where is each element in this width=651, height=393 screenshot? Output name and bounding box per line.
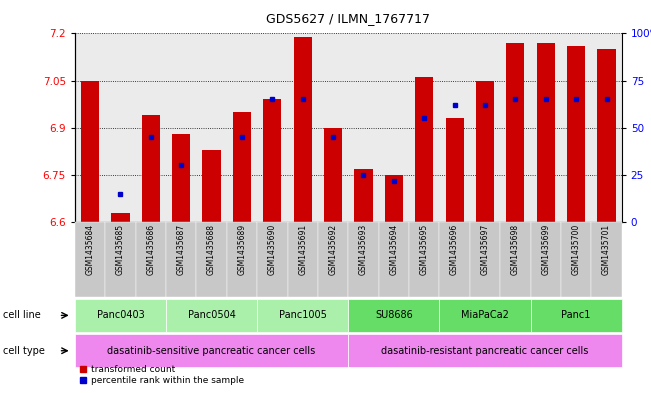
Text: GSM1435694: GSM1435694 [389,224,398,275]
Text: GSM1435691: GSM1435691 [298,224,307,275]
Bar [598,49,616,222]
Text: GSM1435690: GSM1435690 [268,224,277,275]
Bar [379,33,409,222]
Bar [105,33,135,222]
Text: GSM1435686: GSM1435686 [146,224,156,275]
Bar [135,33,166,222]
Text: GSM1435688: GSM1435688 [207,224,216,275]
Bar [172,134,190,222]
Bar [354,169,372,222]
Text: GSM1435692: GSM1435692 [329,224,338,275]
Bar [409,33,439,222]
Bar [294,37,312,222]
Bar [470,33,500,222]
Bar [439,33,470,222]
Bar [233,112,251,222]
Text: dasatinib-resistant pancreatic cancer cells: dasatinib-resistant pancreatic cancer ce… [381,346,589,356]
Bar [197,33,227,222]
Text: GSM1435701: GSM1435701 [602,224,611,275]
Text: Panc0403: Panc0403 [96,310,145,320]
Text: GSM1435696: GSM1435696 [450,224,459,275]
Text: cell type: cell type [3,346,45,356]
Text: GSM1435684: GSM1435684 [85,224,94,275]
Text: GDS5627 / ILMN_1767717: GDS5627 / ILMN_1767717 [266,12,430,25]
Text: Panc1005: Panc1005 [279,310,327,320]
Text: GSM1435693: GSM1435693 [359,224,368,275]
Bar [288,33,318,222]
Text: GSM1435695: GSM1435695 [420,224,429,275]
Bar [75,33,105,222]
Text: SU8686: SU8686 [375,310,413,320]
Text: Panc1: Panc1 [561,310,591,320]
Bar [591,33,622,222]
Text: GSM1435700: GSM1435700 [572,224,581,275]
Bar [385,175,403,222]
Bar [561,33,591,222]
Text: MiaPaCa2: MiaPaCa2 [461,310,509,320]
Bar [202,150,221,222]
Bar [531,33,561,222]
Bar [445,118,464,222]
Bar [476,81,494,222]
Bar [81,81,99,222]
Text: GSM1435697: GSM1435697 [480,224,490,275]
Bar [111,213,130,222]
Text: dasatinib-sensitive pancreatic cancer cells: dasatinib-sensitive pancreatic cancer ce… [107,346,316,356]
Text: GSM1435698: GSM1435698 [511,224,520,275]
Bar [500,33,531,222]
Bar [536,43,555,222]
Bar [142,115,160,222]
Bar [567,46,585,222]
Bar [506,43,525,222]
Bar [348,33,379,222]
Bar [318,33,348,222]
Bar [324,128,342,222]
Bar [415,77,434,222]
Text: GSM1435687: GSM1435687 [176,224,186,275]
Bar [166,33,197,222]
Text: GSM1435689: GSM1435689 [238,224,247,275]
Bar [257,33,288,222]
Bar [227,33,257,222]
Text: GSM1435685: GSM1435685 [116,224,125,275]
Legend: transformed count, percentile rank within the sample: transformed count, percentile rank withi… [76,362,247,389]
Text: GSM1435699: GSM1435699 [541,224,550,275]
Text: cell line: cell line [3,310,41,320]
Text: Panc0504: Panc0504 [187,310,236,320]
Bar [263,99,281,222]
